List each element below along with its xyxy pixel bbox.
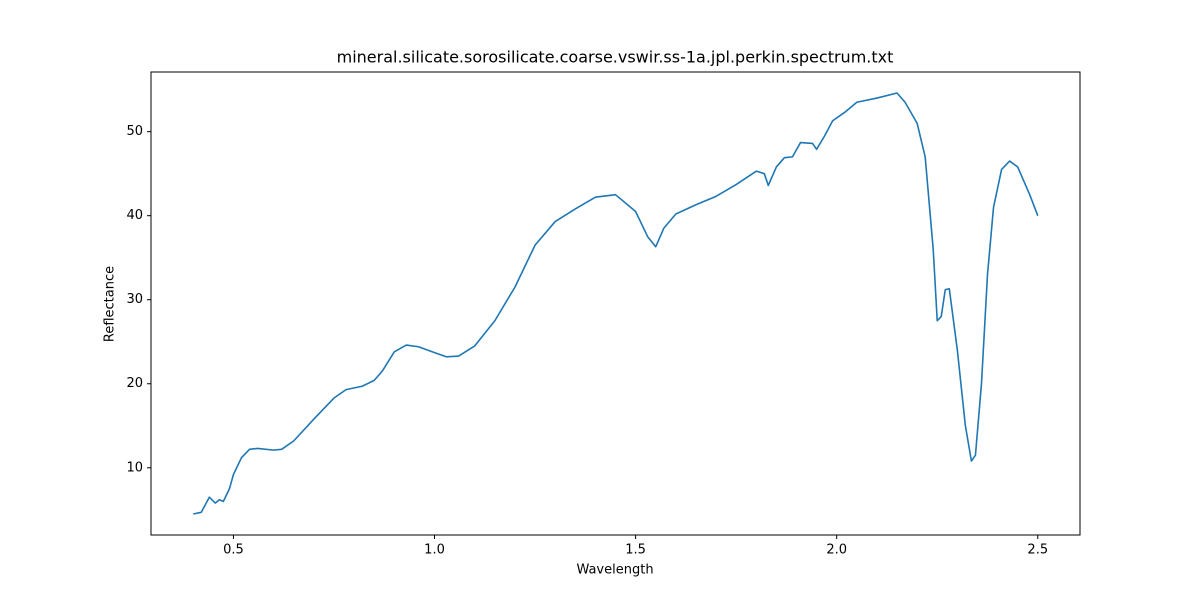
x-tick-label: 1.0 [424,543,445,558]
y-axis-label: Reflectance [103,266,118,342]
x-tick-label: 0.5 [223,543,244,558]
y-tick-label: 30 [126,292,143,307]
x-tick-label: 1.5 [625,543,646,558]
x-tick-label: 2.0 [826,543,847,558]
y-tick-label: 10 [126,460,143,475]
chart-title: mineral.silicate.sorosilicate.coarse.vsw… [337,48,894,67]
y-tick-label: 50 [126,124,143,139]
data-line [193,92,1039,515]
x-tick-label: 2.5 [1027,543,1048,558]
y-tick-label: 20 [126,376,143,391]
plot-frame [150,71,1081,536]
y-tick-label: 40 [126,208,143,223]
x-axis-label: Wavelength [576,563,653,578]
